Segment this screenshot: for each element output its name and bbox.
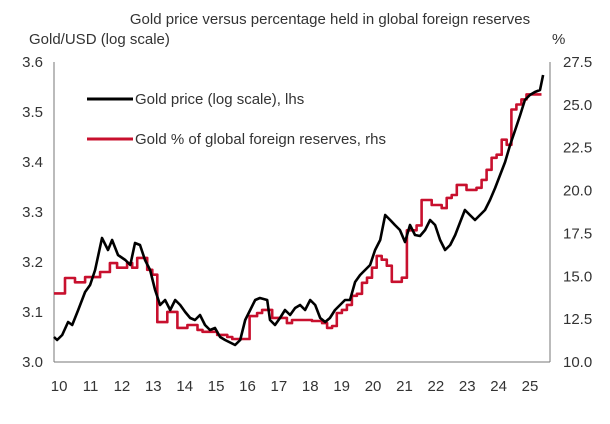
left-y-tick-label: 3.1 [22,304,43,321]
series-lines [53,74,545,347]
right-y-tick-label: 10.0 [563,354,592,371]
x-tick-label: 21 [396,378,413,395]
right-y-tick-label: 27.5 [563,54,592,71]
left-y-ticks: 3.0 3.1 3.2 3.3 3.4 3.5 3.6 [22,54,43,371]
x-tick-label: 12 [114,378,131,395]
legend-label-reserves: Gold % of global foreign reserves, rhs [135,131,386,148]
x-tick-label: 20 [365,378,382,395]
left-y-tick-label: 3.4 [22,154,43,171]
right-y-tick-label: 20.0 [563,183,592,200]
right-y-tick-label: 22.5 [563,140,592,157]
right-y-ticks: 10.0 12.5 15.0 17.5 20.0 22.5 25.0 27.5 [563,54,592,371]
x-tick-label: 11 [83,378,99,395]
x-tick-label: 19 [333,378,350,395]
series-line-gold-price [53,74,545,347]
right-y-tick-label: 15.0 [563,268,592,285]
left-y-tick-label: 3.3 [22,204,43,221]
left-y-tick-label: 3.0 [22,354,43,371]
x-tick-label: 25 [522,378,539,395]
x-tick-label: 10 [51,378,68,395]
x-tick-label: 16 [239,378,256,395]
left-axis-label: Gold/USD (log scale) [29,31,170,48]
legend-label-gold-price: Gold price (log scale), lhs [135,91,304,108]
x-tick-label: 22 [428,378,445,395]
x-tick-label: 15 [208,378,225,395]
x-tick-label: 23 [459,378,476,395]
legend: Gold price (log scale), lhs Gold % of gl… [87,91,386,148]
x-tick-label: 13 [145,378,162,395]
chart-title: Gold price versus percentage held in glo… [130,11,530,28]
left-y-tick-label: 3.6 [22,54,43,71]
right-y-tick-label: 25.0 [563,97,592,114]
right-axis-label: % [552,31,565,48]
left-y-tick-label: 3.5 [22,104,43,121]
x-tick-label: 24 [490,378,507,395]
plot-frame [53,62,551,363]
x-tick-label: 17 [271,378,288,395]
right-y-tick-label: 12.5 [563,311,592,328]
x-tick-label: 18 [302,378,319,395]
x-tick-label: 14 [176,378,193,395]
right-y-tick-label: 17.5 [563,225,592,242]
x-ticks: 10 11 12 13 14 15 16 17 18 19 20 21 22 23 24 25 [51,378,539,395]
left-y-tick-label: 3.2 [22,254,43,271]
